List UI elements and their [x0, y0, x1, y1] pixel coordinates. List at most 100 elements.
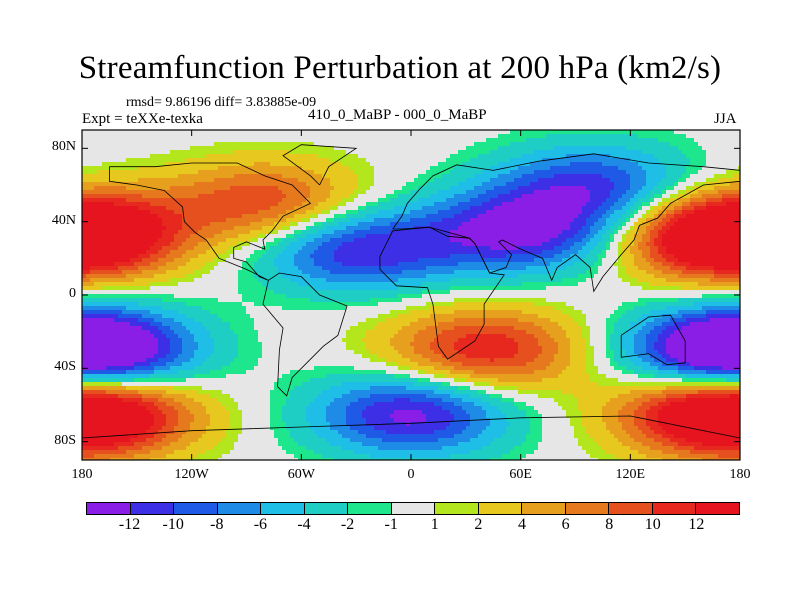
field-cell: [230, 182, 235, 187]
field-cell: [98, 342, 103, 347]
field-cell: [114, 246, 119, 251]
field-cell: [202, 262, 207, 267]
field-cell: [182, 326, 187, 331]
field-cell: [142, 202, 147, 207]
field-cell: [302, 450, 307, 455]
field-cell: [318, 422, 323, 427]
field-cell: [318, 366, 323, 371]
field-cell: [278, 214, 283, 219]
field-cell: [146, 242, 151, 247]
field-cell: [278, 394, 283, 399]
field-cell: [174, 414, 179, 419]
field-cell: [106, 202, 111, 207]
field-cell: [234, 438, 239, 443]
field-cell: [298, 150, 303, 155]
field-cell: [254, 214, 259, 219]
field-cell: [186, 366, 191, 371]
field-cell: [302, 402, 307, 407]
field-cell: [174, 334, 179, 339]
field-cell: [278, 314, 283, 319]
field-cell: [170, 230, 175, 235]
field-cell: [238, 358, 243, 363]
field-cell: [118, 302, 123, 307]
field-cell: [138, 158, 143, 163]
field-cell: [238, 438, 243, 443]
field-cell: [266, 162, 271, 167]
field-cell: [130, 286, 135, 291]
field-cell: [258, 198, 263, 203]
field-cell: [294, 386, 299, 391]
field-cell: [166, 138, 171, 143]
field-cell: [110, 322, 115, 327]
field-cell: [274, 174, 279, 179]
field-cell: [226, 246, 231, 251]
field-cell: [310, 454, 315, 459]
field-cell: [298, 314, 303, 319]
field-cell: [114, 386, 119, 391]
field-cell: [198, 302, 203, 307]
field-cell: [294, 278, 299, 283]
field-cell: [318, 162, 323, 167]
field-cell: [298, 338, 303, 343]
field-cell: [306, 410, 311, 415]
field-cell: [166, 254, 171, 259]
field-cell: [310, 414, 315, 419]
field-cell: [306, 326, 311, 331]
field-cell: [230, 274, 235, 279]
field-cell: [98, 334, 103, 339]
field-cell: [194, 326, 199, 331]
field-cell: [126, 210, 131, 215]
field-cell: [266, 382, 271, 387]
field-cell: [210, 250, 215, 255]
field-cell: [118, 242, 123, 247]
field-cell: [254, 434, 259, 439]
field-cell: [178, 358, 183, 363]
field-cell: [274, 158, 279, 163]
field-cell: [238, 374, 243, 379]
field-cell: [194, 174, 199, 179]
field-cell: [94, 434, 99, 439]
field-cell: [126, 178, 131, 183]
field-cell: [230, 290, 235, 295]
field-cell: [282, 258, 287, 263]
field-cell: [126, 254, 131, 259]
field-cell: [242, 290, 247, 295]
field-cell: [274, 374, 279, 379]
field-cell: [278, 154, 283, 159]
field-cell: [270, 358, 275, 363]
field-cell: [298, 370, 303, 375]
field-cell: [106, 354, 111, 359]
field-cell: [262, 162, 267, 167]
field-cell: [298, 278, 303, 283]
field-cell: [178, 382, 183, 387]
field-cell: [114, 242, 119, 247]
field-cell: [278, 282, 283, 287]
field-cell: [90, 146, 95, 151]
field-cell: [162, 382, 167, 387]
field-cell: [206, 346, 211, 351]
field-cell: [138, 450, 143, 455]
field-cell: [186, 338, 191, 343]
field-cell: [170, 374, 175, 379]
field-cell: [150, 342, 155, 347]
field-cell: [194, 194, 199, 199]
field-cell: [114, 270, 119, 275]
field-cell: [110, 310, 115, 315]
field-cell: [278, 210, 283, 215]
field-cell: [298, 174, 303, 179]
field-cell: [174, 194, 179, 199]
field-cell: [262, 286, 267, 291]
field-cell: [254, 238, 259, 243]
field-cell: [138, 182, 143, 187]
field-cell: [286, 190, 291, 195]
field-cell: [94, 366, 99, 371]
field-cell: [94, 222, 99, 227]
field-cell: [322, 150, 327, 155]
field-cell: [82, 150, 87, 155]
field-cell: [282, 378, 287, 383]
field-cell: [258, 170, 263, 175]
field-cell: [130, 154, 135, 159]
field-cell: [182, 194, 187, 199]
field-cell: [138, 190, 143, 195]
field-cell: [222, 154, 227, 159]
